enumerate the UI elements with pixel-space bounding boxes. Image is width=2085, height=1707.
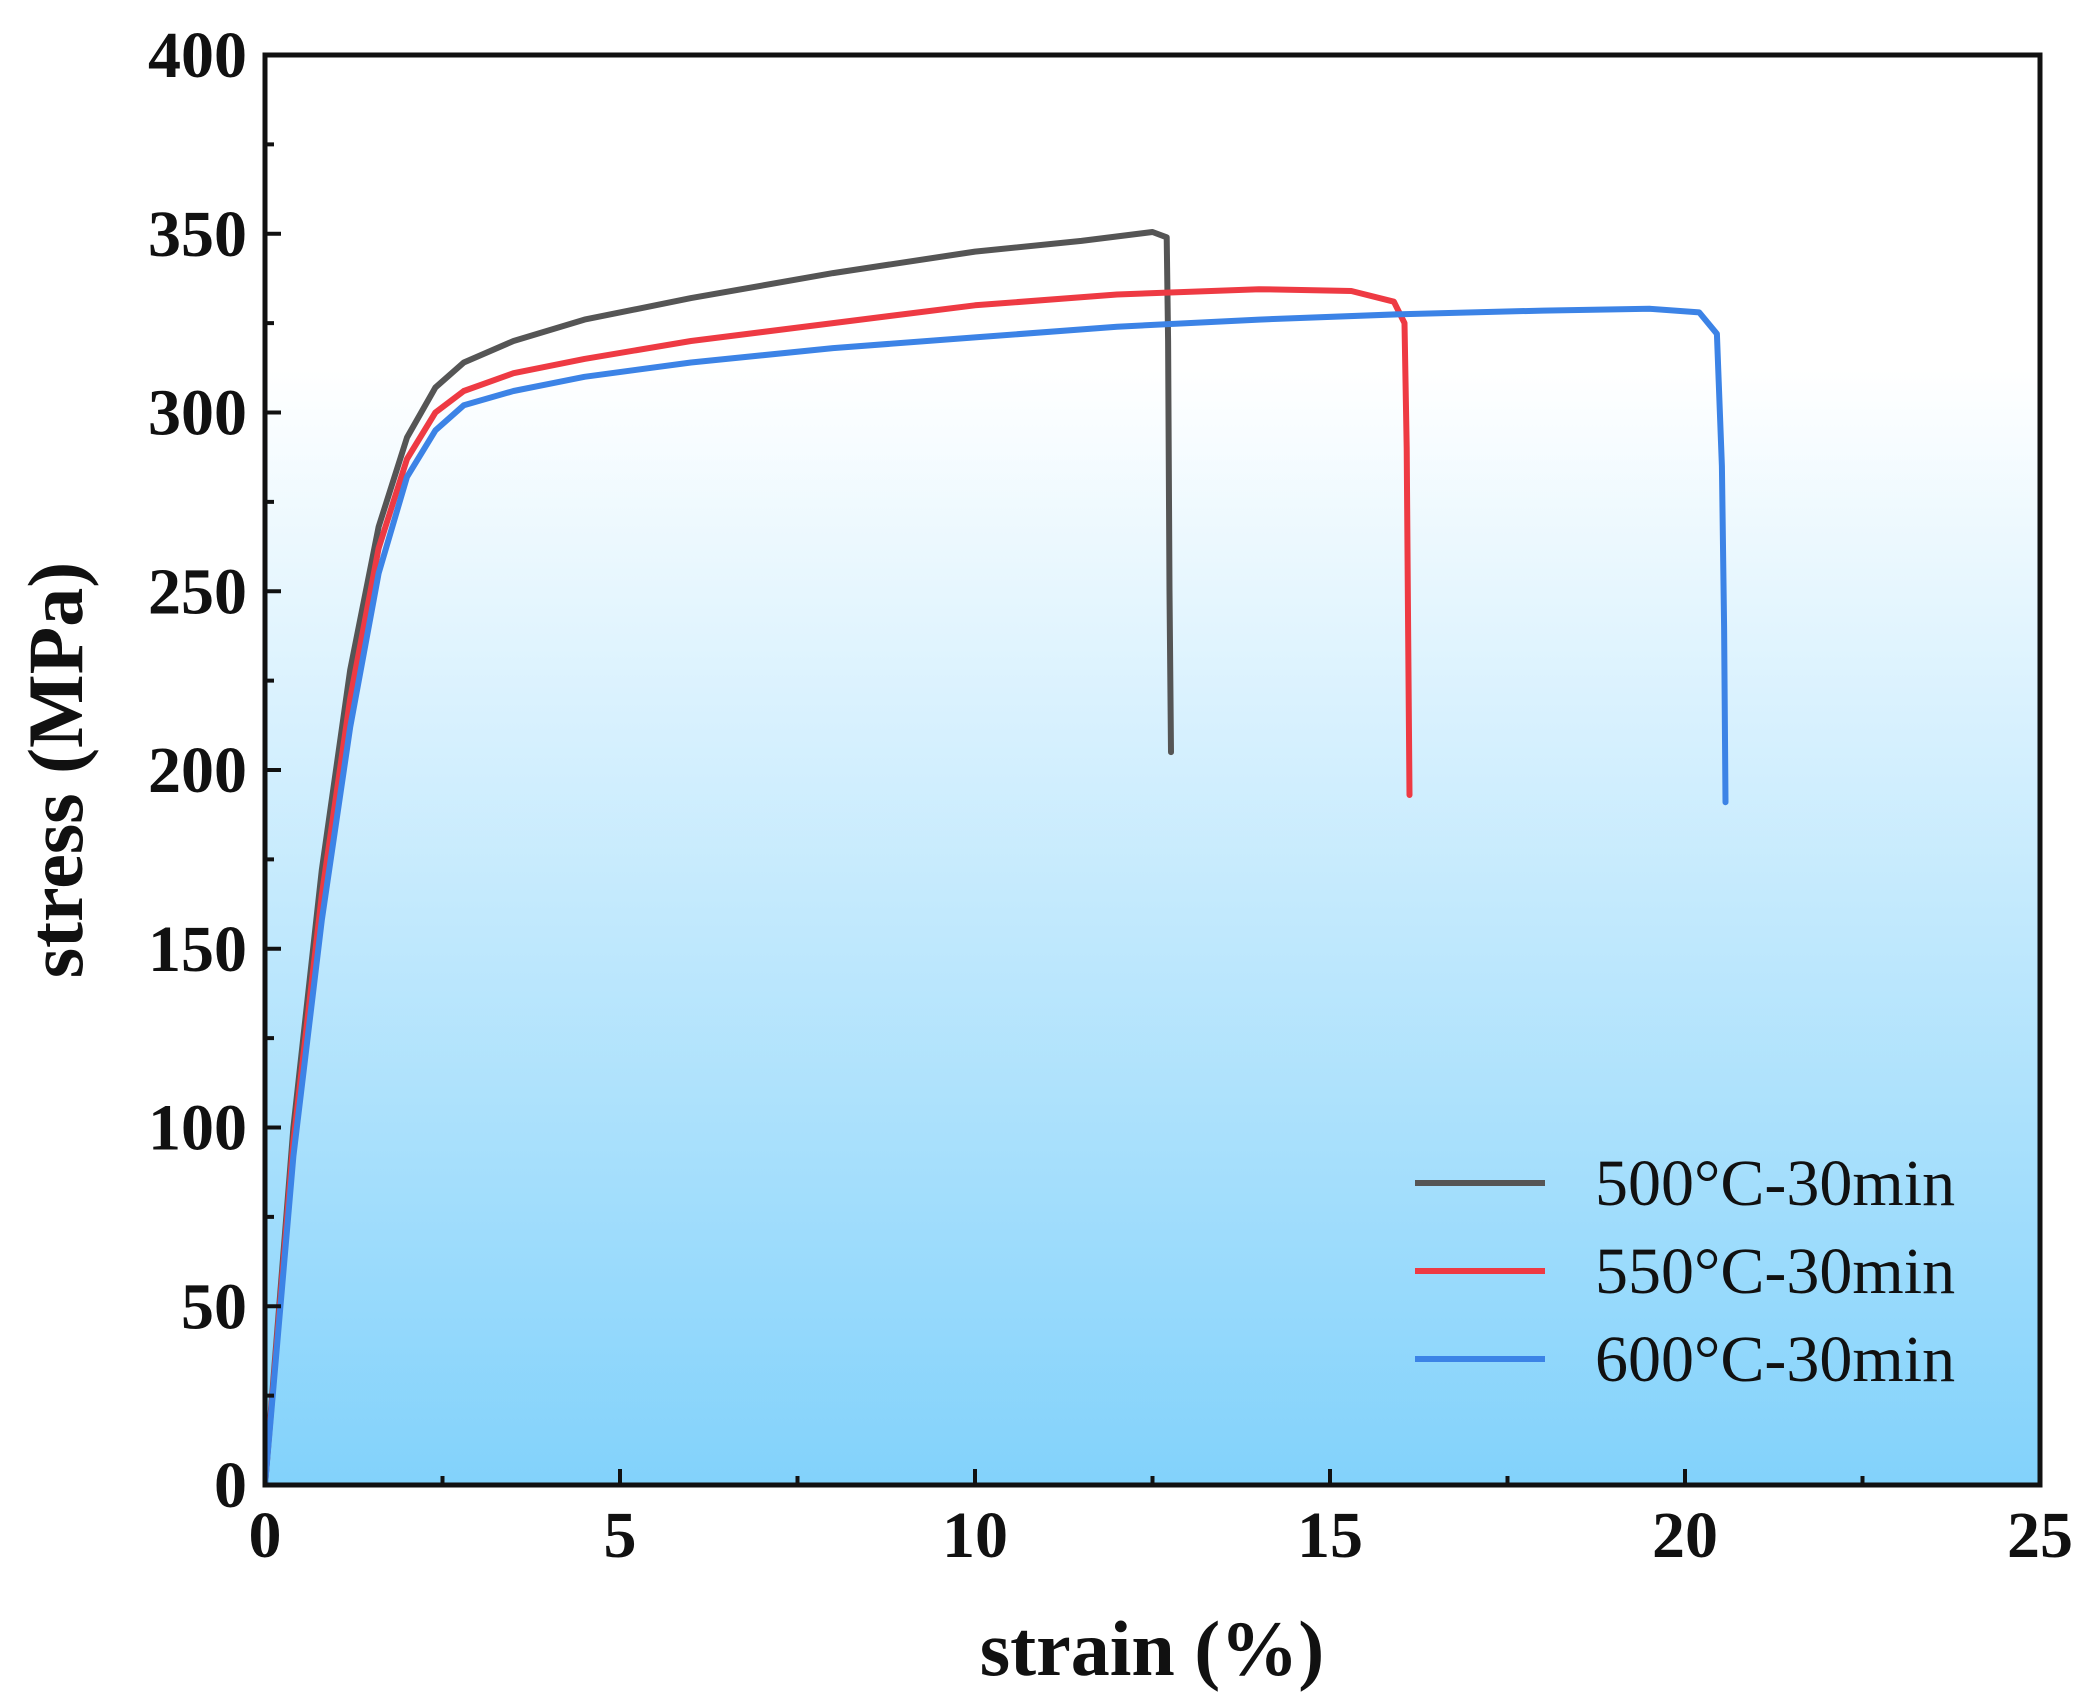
legend-label: 500°C-30min (1595, 1147, 1955, 1220)
x-tick-label: 15 (1297, 1499, 1363, 1572)
series-line-1 (265, 229, 1174, 1485)
x-tick-label: 25 (2007, 1499, 2073, 1572)
y-tick-label: 250 (148, 555, 247, 628)
legend: 500°C-30min 550°C-30min 600°C-30min (1415, 1147, 1955, 1396)
y-axis-title: stress (MPa) (12, 562, 99, 979)
y-tick-label: 150 (148, 913, 247, 986)
x-axis-title: strain (%) (980, 1605, 1324, 1692)
y-tick-label: 0 (214, 1449, 247, 1522)
y-tick-label: 300 (148, 377, 247, 450)
legend-label: 600°C-30min (1595, 1323, 1955, 1396)
y-tick-label: 400 (148, 19, 247, 92)
y-tick-label: 100 (148, 1092, 247, 1165)
x-tick-label: 0 (249, 1499, 282, 1572)
series-layer (265, 229, 1729, 1485)
y-tick-label: 200 (148, 734, 247, 807)
y-tick-label: 50 (181, 1270, 247, 1343)
x-tick-label: 5 (604, 1499, 637, 1572)
y-axis: 0 50 100 150 200 250 300 350 400 (148, 19, 281, 1522)
series-line-3 (265, 305, 1729, 1485)
x-tick-label: 10 (942, 1499, 1008, 1572)
legend-label: 550°C-30min (1595, 1235, 1955, 1308)
x-axis: 0 5 10 15 20 25 (249, 1469, 2073, 1572)
y-tick-label: 350 (148, 198, 247, 271)
x-tick-label: 20 (1652, 1499, 1718, 1572)
